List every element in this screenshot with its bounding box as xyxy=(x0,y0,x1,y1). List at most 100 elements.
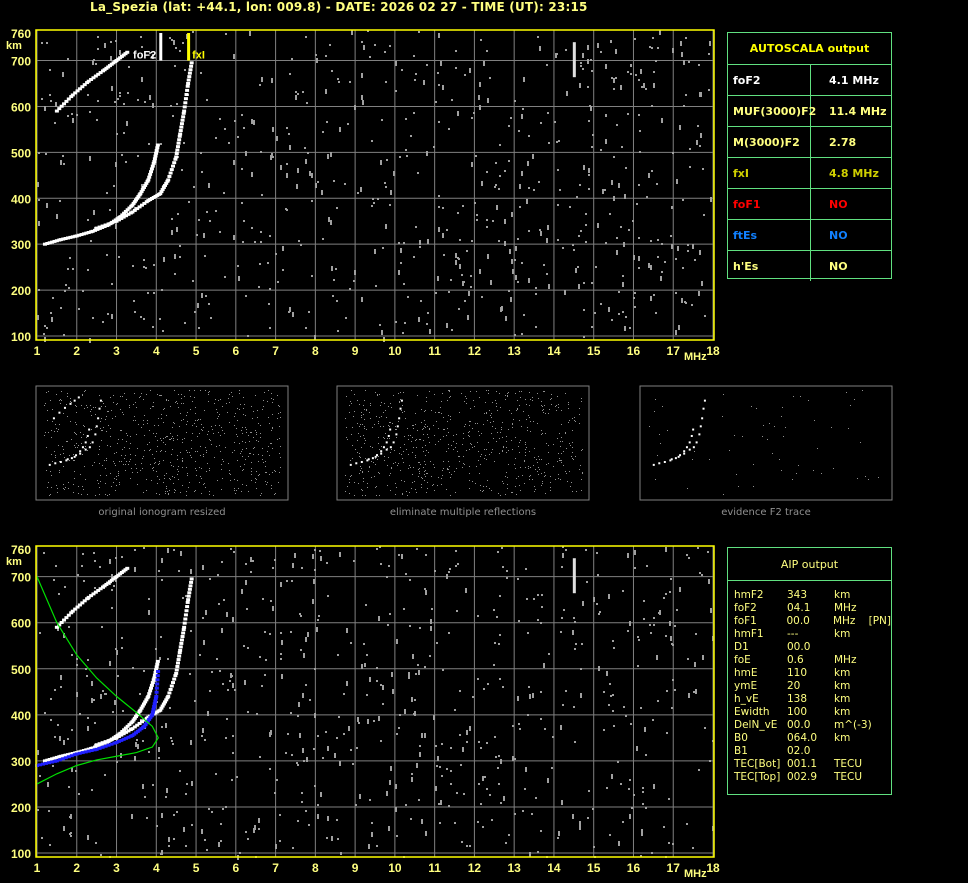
noise-dot xyxy=(575,421,576,422)
noise-dot xyxy=(224,128,226,130)
noise-dot xyxy=(275,493,276,494)
noise-dot xyxy=(424,588,426,590)
noise-dot xyxy=(37,182,39,187)
noise-dot xyxy=(234,442,235,443)
noise-dot xyxy=(491,413,492,414)
noise-dot xyxy=(346,628,348,633)
trace-point xyxy=(164,698,169,702)
noise-dot xyxy=(417,395,418,396)
aip-cell: 100 xyxy=(787,706,808,718)
noise-dot xyxy=(582,472,583,473)
aip-cell: 110 xyxy=(787,667,808,679)
noise-dot xyxy=(256,471,257,472)
noise-dot xyxy=(99,463,100,464)
noise-dot xyxy=(165,491,166,492)
noise-dot xyxy=(632,220,634,222)
noise-dot xyxy=(211,426,212,427)
noise-dot xyxy=(144,415,145,416)
noise-dot xyxy=(447,469,448,470)
noise-dot xyxy=(261,77,263,82)
noise-dot xyxy=(450,770,452,772)
noise-dot xyxy=(252,418,253,419)
noise-dot xyxy=(230,673,232,678)
noise-dot xyxy=(572,452,573,453)
noise-dot xyxy=(463,456,464,457)
noise-dot xyxy=(71,439,72,440)
noise-dot xyxy=(353,280,355,282)
noise-dot xyxy=(563,465,564,466)
noise-dot xyxy=(405,418,406,419)
trace-point xyxy=(81,232,86,236)
noise-dot xyxy=(396,835,398,837)
noise-dot xyxy=(229,680,231,682)
noise-dot xyxy=(150,390,151,391)
noise-dot xyxy=(488,390,489,391)
noise-dot xyxy=(180,452,181,453)
noise-dot xyxy=(687,658,689,660)
trace-point xyxy=(52,756,57,760)
noise-dot xyxy=(540,122,542,124)
noise-dot xyxy=(212,429,213,430)
noise-dot xyxy=(448,390,449,391)
trace-point xyxy=(130,210,135,214)
noise-dot xyxy=(568,408,569,409)
noise-dot xyxy=(71,654,73,656)
noise-dot xyxy=(60,160,62,165)
noise-dot xyxy=(421,819,423,824)
noise-dot xyxy=(232,452,233,453)
noise-dot xyxy=(248,456,249,457)
noise-dot xyxy=(515,246,517,251)
noise-dot xyxy=(55,102,57,107)
trace-point xyxy=(142,724,147,728)
noise-dot xyxy=(243,127,245,129)
noise-dot xyxy=(297,168,299,173)
noise-dot xyxy=(379,417,380,418)
noise-dot xyxy=(76,424,77,425)
noise-dot xyxy=(814,420,815,421)
trace-point xyxy=(703,399,706,402)
noise-dot xyxy=(408,672,410,674)
noise-dot xyxy=(572,491,573,492)
noise-dot xyxy=(378,421,379,422)
noise-dot xyxy=(550,476,551,477)
noise-dot xyxy=(395,61,397,66)
noise-dot xyxy=(401,480,402,481)
noise-dot xyxy=(384,438,385,439)
noise-dot xyxy=(423,467,424,468)
noise-dot xyxy=(339,127,341,132)
noise-dot xyxy=(540,622,542,624)
noise-dot xyxy=(411,777,413,782)
noise-dot xyxy=(425,427,426,428)
noise-dot xyxy=(219,445,220,446)
noise-dot xyxy=(470,391,471,392)
noise-dot xyxy=(194,423,195,424)
trace-point xyxy=(167,691,172,695)
noise-dot xyxy=(141,427,142,428)
noise-dot xyxy=(109,661,111,666)
noise-dot xyxy=(384,182,386,184)
noise-dot xyxy=(381,446,382,447)
noise-dot xyxy=(186,491,187,492)
noise-dot xyxy=(499,634,501,636)
trace-point xyxy=(376,454,379,457)
noise-dot xyxy=(156,433,157,434)
noise-dot xyxy=(243,414,244,415)
noise-dot xyxy=(512,449,513,450)
noise-dot xyxy=(218,603,220,605)
noise-dot xyxy=(201,293,203,298)
trace-point xyxy=(685,446,688,449)
noise-dot xyxy=(253,120,255,125)
trace-point xyxy=(134,198,139,202)
noise-dot xyxy=(179,245,181,247)
noise-dot xyxy=(529,479,530,480)
noise-dot xyxy=(582,53,584,58)
noise-dot xyxy=(136,434,137,435)
noise-dot xyxy=(568,402,569,403)
aip-cell: foF1 xyxy=(734,615,757,627)
noise-dot xyxy=(471,444,472,445)
noise-dot xyxy=(133,420,134,421)
noise-dot xyxy=(109,209,111,211)
noise-dot xyxy=(593,846,595,848)
noise-dot xyxy=(189,390,190,391)
noise-dot xyxy=(272,127,274,132)
